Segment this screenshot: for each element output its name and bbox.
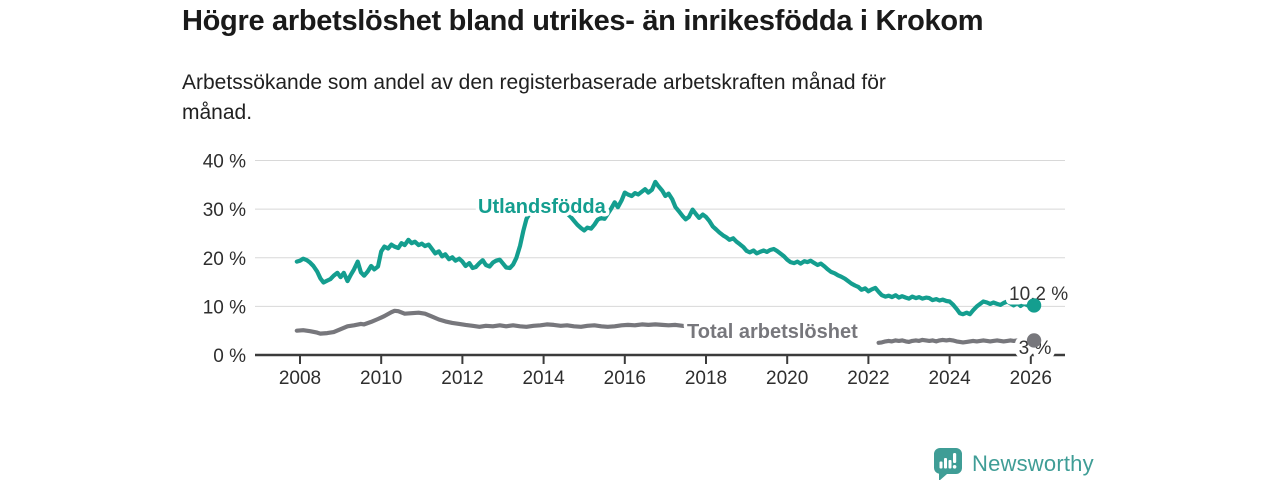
branding: Newsworthy [933,447,1094,480]
x-axis [255,353,1065,364]
branding-name: Newsworthy [972,451,1094,476]
x-tick-label: 2016 [604,368,646,389]
chart-title: Högre arbetslöshet bland utrikes- än inr… [182,5,984,37]
x-tick-label: 2008 [279,368,321,389]
x-tick-label: 2020 [766,368,808,389]
newsworthy-logo-icon [934,448,962,480]
y-axis-tick-labels: 0 % 10 % 20 % 30 % 40 % [203,152,246,368]
x-tick-label: 2012 [441,368,483,389]
x-tick-label: 2018 [685,368,727,389]
y-tick-label: 10 % [203,297,246,318]
chart-subtitle-line-2: månad. [182,101,253,124]
x-tick-label: 2024 [928,368,971,389]
series-segment [294,179,1037,317]
series-line-utlandsfodda [294,179,1037,317]
end-dot-total [1026,333,1042,348]
x-tick-label: 2010 [360,368,402,389]
series-label-utlandsfodda: Utlandsfödda [478,196,607,218]
series-segment [876,337,1037,345]
x-axis-tick-labels: 2008 2010 2012 2014 2016 2018 2020 2022 2024 2026 [279,368,1052,389]
y-tick-label: 20 % [203,249,246,270]
gridlines [255,160,1065,307]
y-tick-label: 30 % [203,200,246,221]
chart-subtitle-line-1: Arbetssökande som andel av den registerb… [182,71,886,94]
end-dot-utlandsfodda [1026,298,1042,313]
x-tick-label: 2022 [847,368,889,389]
series-lines [294,179,1037,345]
series-label-total-arbetsloshet: Total arbetslöshet [687,321,858,343]
series-segment [294,308,692,336]
series-end-dots [1026,298,1042,348]
y-tick-label: 0 % [213,346,246,367]
x-tick-label: 2026 [1010,368,1052,389]
y-tick-label: 40 % [203,152,246,173]
x-tick-label: 2014 [522,368,565,389]
series-line-total [294,308,1037,345]
chart-subtitle: Arbetssökande som andel av den registerb… [182,68,886,128]
